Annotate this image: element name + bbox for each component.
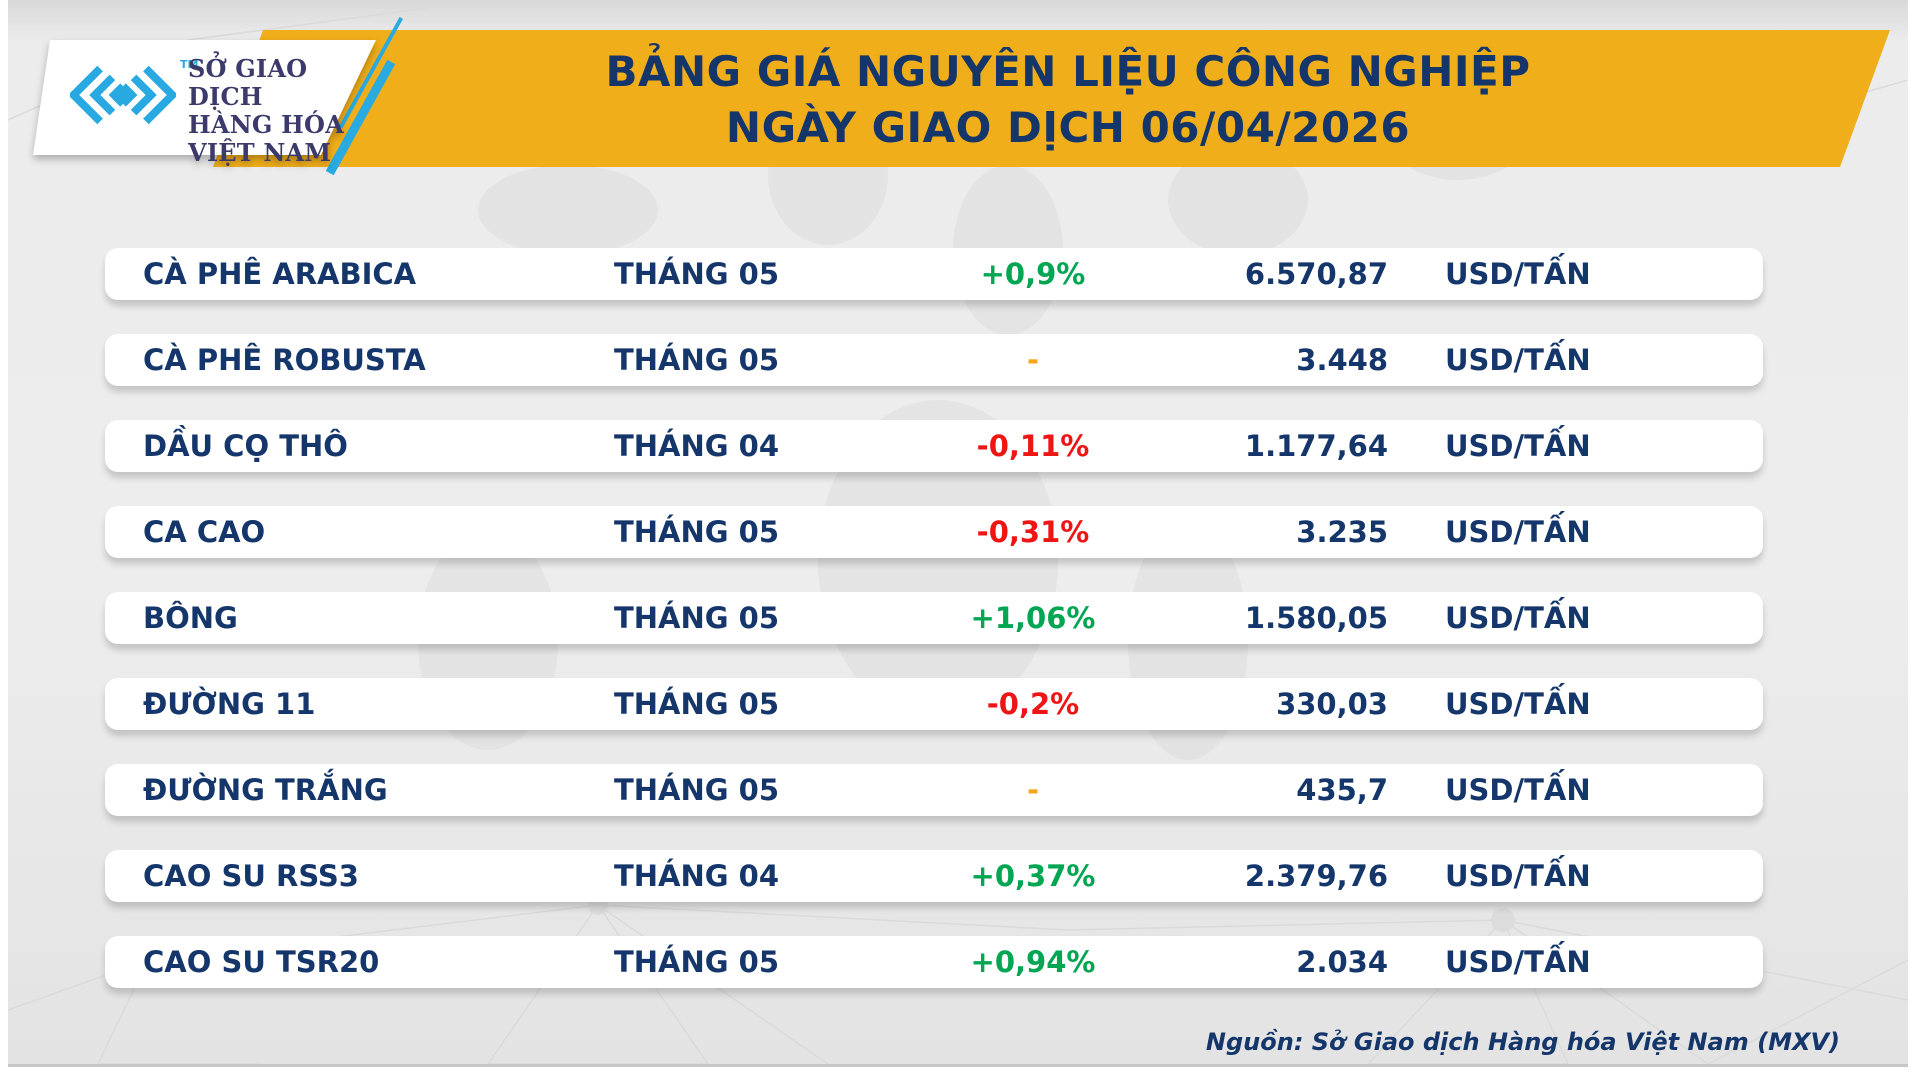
mxv-logo-icon <box>70 65 176 125</box>
percent-change: +0,94% <box>970 945 1096 979</box>
table-row: ĐƯỜNG TRẮNG THÁNG 05 - 435,7 USD/TẤN <box>105 764 1763 816</box>
price-value: 3.448 <box>1296 343 1388 377</box>
price-value: 1.177,64 <box>1244 429 1388 463</box>
table-row: CAO SU RSS3 THÁNG 04 +0,37% 2.379,76 USD… <box>105 850 1763 902</box>
price-unit: USD/TẤN <box>1445 429 1591 463</box>
contract-month: THÁNG 05 <box>613 515 780 549</box>
page-title-line1: BẢNG GIÁ NGUYÊN LIỆU CÔNG NGHIỆP <box>605 47 1531 96</box>
commodity-name: ĐƯỜNG TRẮNG <box>143 773 388 807</box>
table-row: DẦU CỌ THÔ THÁNG 04 -0,11% 1.177,64 USD/… <box>105 420 1763 472</box>
commodity-name: CAO SU TSR20 <box>143 945 380 979</box>
table-row: BÔNG THÁNG 05 +1,06% 1.580,05 USD/TẤN <box>105 592 1763 644</box>
commodity-name: DẦU CỌ THÔ <box>143 429 348 463</box>
logo-org-name: SỞ GIAO DỊCH HÀNG HÓA VIỆT NAM <box>188 55 380 167</box>
price-value: 435,7 <box>1296 773 1388 807</box>
logo-org-line2: HÀNG HÓA <box>188 110 344 139</box>
percent-change: -0,31% <box>976 515 1090 549</box>
price-unit: USD/TẤN <box>1445 945 1591 979</box>
price-unit: USD/TẤN <box>1445 773 1591 807</box>
contract-month: THÁNG 05 <box>613 601 780 635</box>
table-row: CÀ PHÊ ROBUSTA THÁNG 05 - 3.448 USD/TẤN <box>105 334 1763 386</box>
commodity-name: BÔNG <box>143 601 238 635</box>
contract-month: THÁNG 04 <box>613 859 780 893</box>
trademark-symbol: TM <box>180 58 199 71</box>
logo-plate-background <box>33 40 376 155</box>
price-unit: USD/TẤN <box>1445 601 1591 635</box>
contract-month: THÁNG 05 <box>613 343 780 377</box>
page-title-line2: NGÀY GIAO DỊCH 06/04/2026 <box>725 103 1411 152</box>
price-unit: USD/TẤN <box>1445 687 1591 721</box>
contract-month: THÁNG 05 <box>613 257 780 291</box>
percent-change: +0,37% <box>970 859 1096 893</box>
commodity-name: ĐƯỜNG 11 <box>143 687 316 721</box>
table-row: CÀ PHÊ ARABICA THÁNG 05 +0,9% 6.570,87 U… <box>105 248 1763 300</box>
commodity-name: CA CAO <box>143 515 266 549</box>
source-attribution: Nguồn: Sở Giao dịch Hàng hóa Việt Nam (M… <box>1205 1028 1840 1056</box>
logo-org-line3: VIỆT NAM <box>188 138 332 167</box>
page-title: BẢNG GIÁ NGUYÊN LIỆU CÔNG NGHIỆP NGÀY GI… <box>308 44 1828 156</box>
price-value: 6.570,87 <box>1244 257 1388 291</box>
commodity-name: CÀ PHÊ ROBUSTA <box>143 343 426 377</box>
contract-month: THÁNG 05 <box>613 773 780 807</box>
percent-change: - <box>1026 343 1040 377</box>
slide-canvas: BẢNG GIÁ NGUYÊN LIỆU CÔNG NGHIỆP NGÀY GI… <box>8 0 1908 1067</box>
contract-month: THÁNG 05 <box>613 687 780 721</box>
contract-month: THÁNG 04 <box>613 429 780 463</box>
table-row: CAO SU TSR20 THÁNG 05 +0,94% 2.034 USD/T… <box>105 936 1763 988</box>
percent-change: -0,11% <box>976 429 1090 463</box>
logo-org-line1: SỞ GIAO DỊCH <box>188 54 308 111</box>
commodity-name: CÀ PHÊ ARABICA <box>143 257 417 291</box>
price-unit: USD/TẤN <box>1445 257 1591 291</box>
price-unit: USD/TẤN <box>1445 859 1591 893</box>
percent-change: +0,9% <box>980 257 1086 291</box>
table-row: ĐƯỜNG 11 THÁNG 05 -0,2% 330,03 USD/TẤN <box>105 678 1763 730</box>
mxv-logo: TM SỞ GIAO DỊCH HÀNG HÓA VIỆT NAM <box>28 38 380 167</box>
price-value: 3.235 <box>1296 515 1388 549</box>
commodity-name: CAO SU RSS3 <box>143 859 359 893</box>
percent-change: +1,06% <box>970 601 1096 635</box>
price-unit: USD/TẤN <box>1445 343 1591 377</box>
price-value: 330,03 <box>1276 687 1388 721</box>
title-banner <box>213 30 1890 167</box>
price-value: 2.034 <box>1296 945 1388 979</box>
contract-month: THÁNG 05 <box>613 945 780 979</box>
percent-change: -0,2% <box>986 687 1080 721</box>
price-unit: USD/TẤN <box>1445 515 1591 549</box>
price-table: CÀ PHÊ ARABICA THÁNG 05 +0,9% 6.570,87 U… <box>105 248 1763 1022</box>
table-row: CA CAO THÁNG 05 -0,31% 3.235 USD/TẤN <box>105 506 1763 558</box>
percent-change: - <box>1026 773 1040 807</box>
price-value: 1.580,05 <box>1244 601 1388 635</box>
price-value: 2.379,76 <box>1244 859 1388 893</box>
